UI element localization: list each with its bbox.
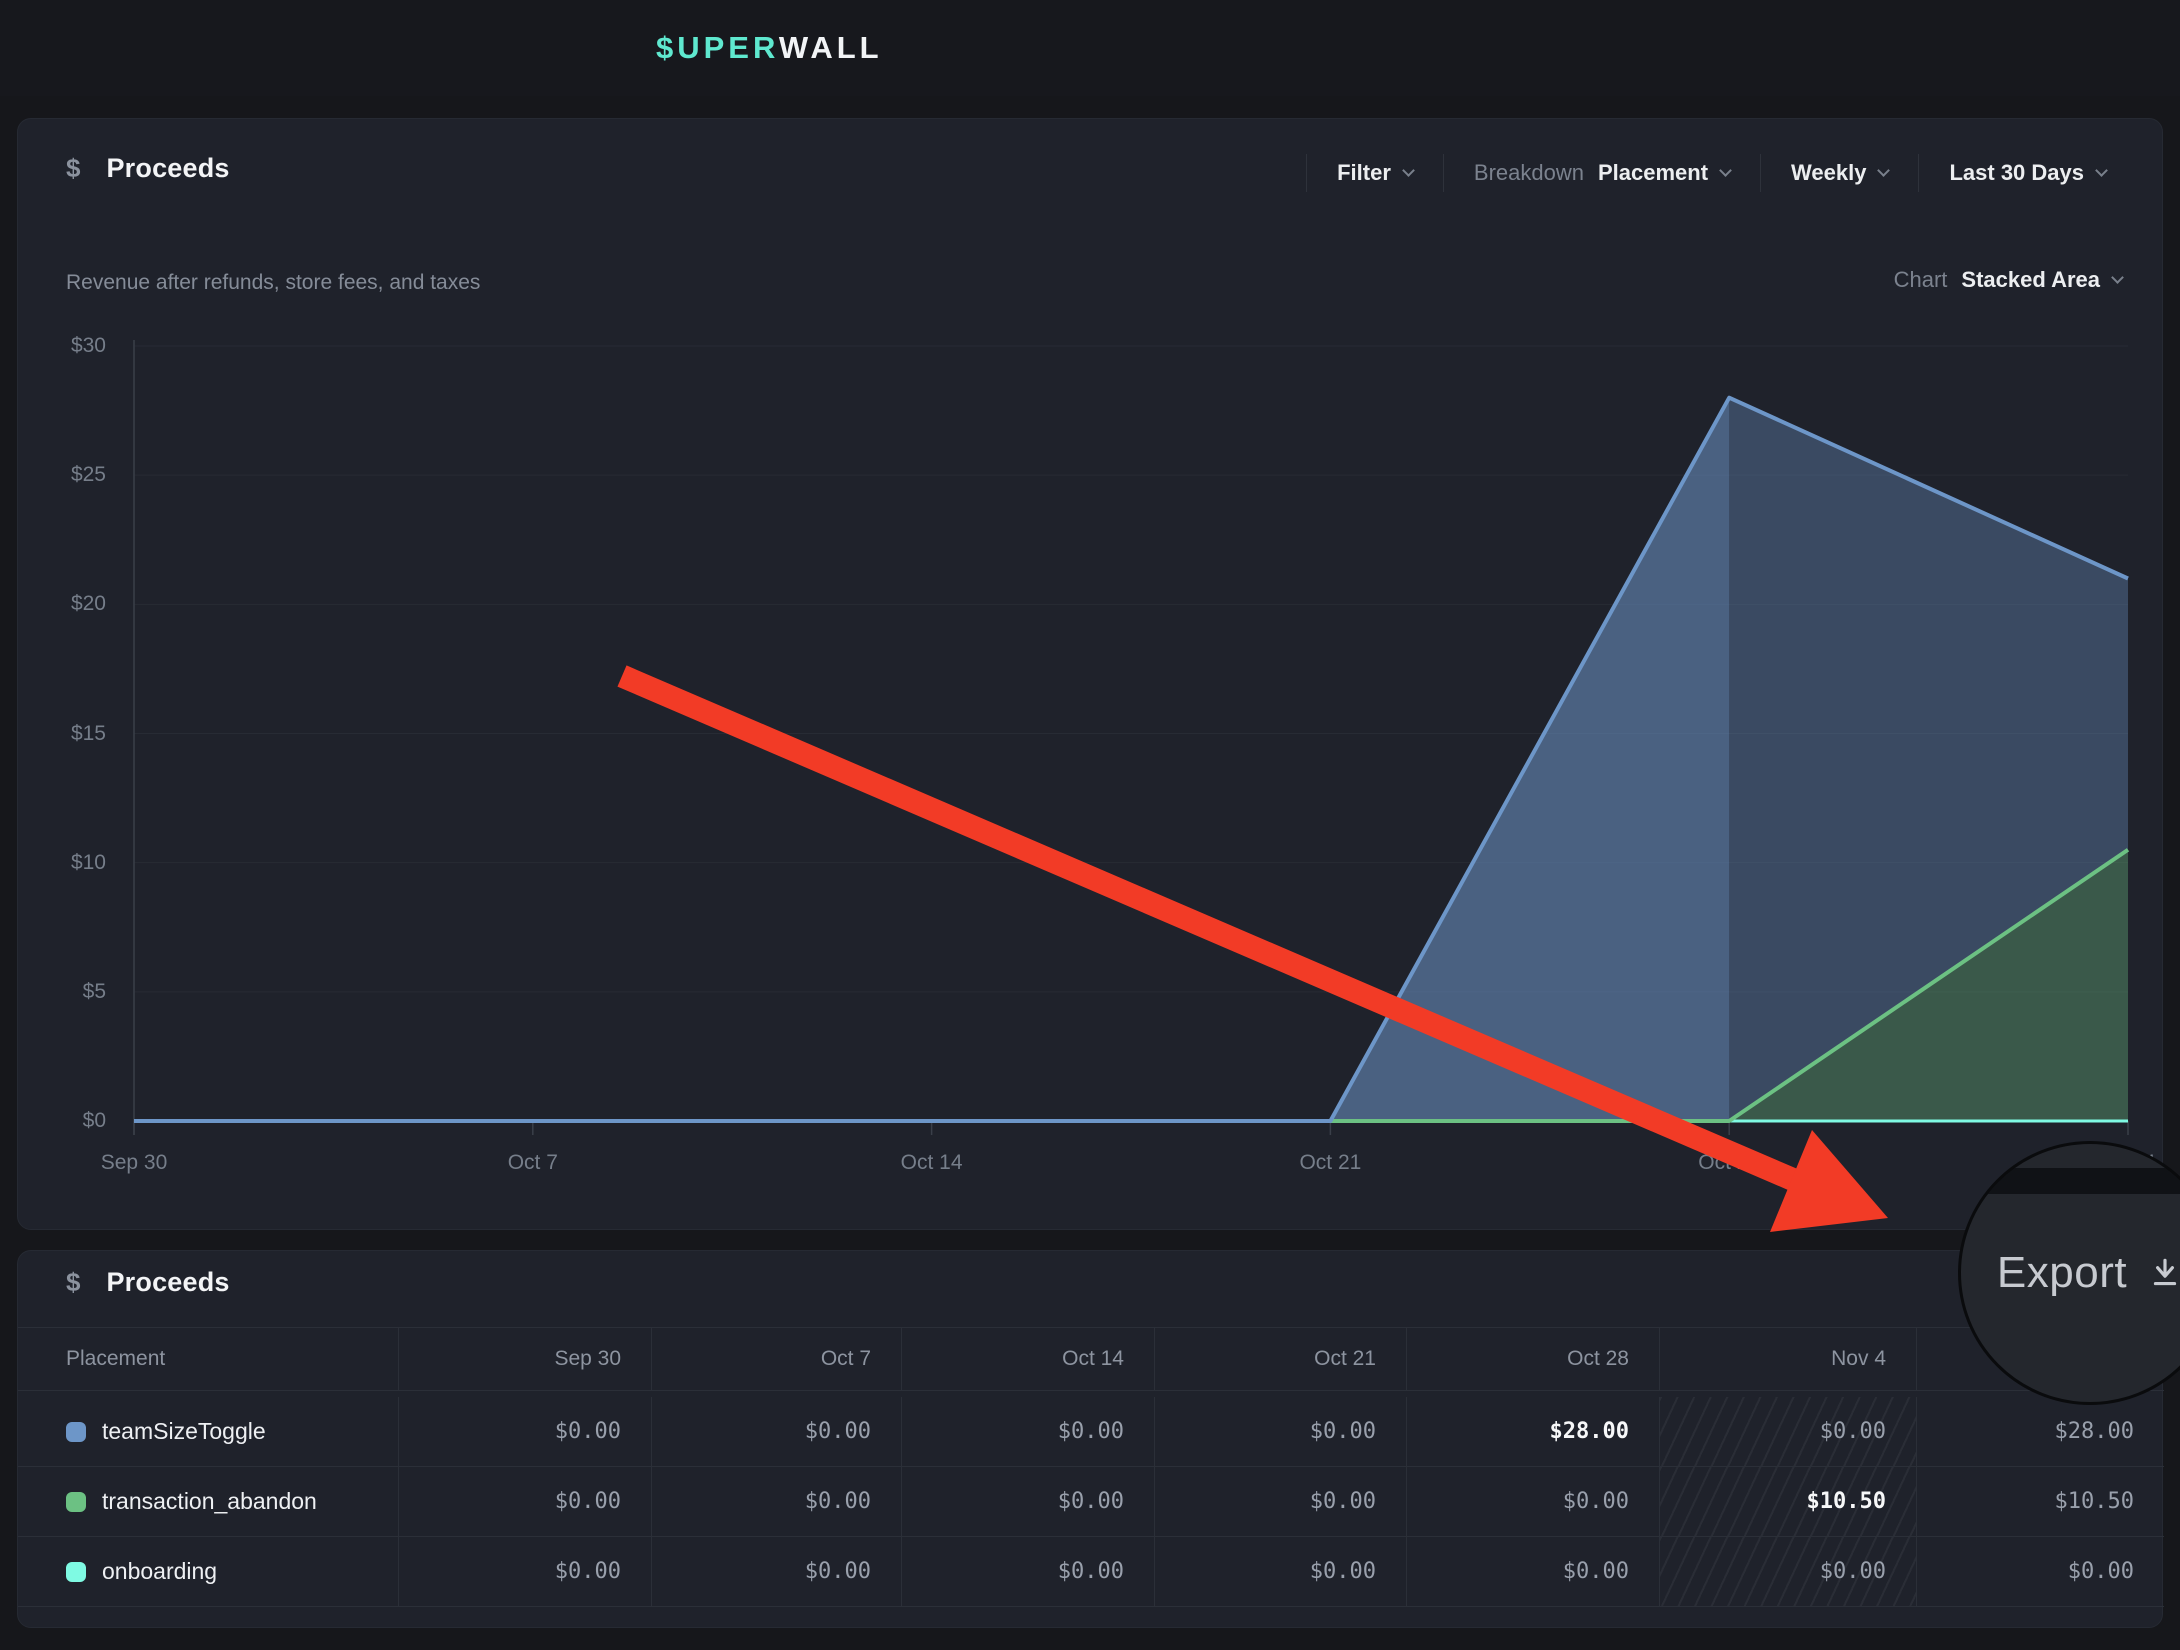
column-header: Oct 14 [901,1327,1154,1391]
series-color-swatch [66,1421,86,1442]
proceeds-chart-card: $ Proceeds Filter Breakdown Placement We… [17,118,2163,1230]
table-cell: $0.00 [1406,1537,1659,1607]
placement-name: transaction_abandon [102,1488,317,1514]
column-header: Oct 21 [1154,1327,1406,1391]
table-cell: $0.00 [901,1467,1154,1537]
chevron-down-icon [1402,164,1415,177]
date-range-select[interactable]: Last 30 Days [1923,160,2132,186]
table-cell: $0.00 [1154,1467,1406,1537]
placement-name: teamSizeToggle [102,1418,266,1444]
magnifier-lens-annotation: Export [1958,1141,2180,1405]
chart-subtitle: Revenue after refunds, store fees, and t… [66,271,481,294]
toolbar-divider [1306,154,1308,192]
y-tick-label: $0 [82,1109,106,1132]
x-tick-label: Oct 7 [507,1151,558,1174]
date-range-value: Last 30 Days [1949,160,2084,185]
period-select[interactable]: Weekly [1765,160,1914,186]
stacked-area-plot [133,340,2130,1135]
filter-button[interactable]: Filter [1311,160,1439,186]
x-tick-label: Oct 21 [1299,1151,1362,1174]
dollar-icon: $ [66,1267,81,1297]
table-card-title: $ Proceeds [66,1267,230,1298]
filter-label: Filter [1337,160,1391,185]
breakdown-label: Breakdown [1473,160,1584,185]
table-cell: $0.00 [398,1397,651,1467]
download-icon[interactable] [2147,1255,2180,1291]
table-cell: $0.00 [1154,1537,1406,1607]
y-tick-label: $5 [82,979,106,1003]
column-header: Nov 4 [1659,1327,1916,1391]
toolbar-divider [1760,154,1762,192]
table-cell: $0.00 [398,1467,651,1537]
chart-toolbar: Filter Breakdown Placement Weekly Last 3… [1302,151,2132,195]
placement-row-label: teamSizeToggle [18,1397,398,1467]
table-cell: $0.00 [1659,1397,1916,1467]
proceeds-table-card: $ Proceeds Placement Sep 30 Oct 7 Oct 14 Oct… [17,1250,2164,1628]
y-tick-label: $20 [70,592,106,616]
chart-type-select[interactable]: Chart Stacked Area [1893,267,2124,293]
column-header: Sep 30 [398,1327,651,1391]
x-tick-label: Oct 28 [1698,1151,1761,1174]
table-cell: $28.00 [1916,1397,2164,1467]
period-value: Weekly [1791,160,1867,185]
table-cell: $0.00 [901,1397,1154,1467]
plot-svg [133,340,2130,1135]
series-color-swatch [66,1561,86,1582]
table-cell: $0.00 [1659,1537,1916,1607]
chevron-down-icon [2095,164,2108,177]
table-cell: $0.00 [651,1537,901,1607]
superwall-logo: $UPERWALL [656,30,883,66]
column-header-placement: Placement [18,1327,398,1391]
placement-name: onboarding [102,1558,218,1584]
table-title: Proceeds [106,1267,230,1297]
lens-band [1961,1168,2180,1194]
page-title: Proceeds [106,153,230,183]
y-tick-label: $30 [70,334,106,357]
y-tick-label: $10 [70,850,106,874]
table-cell: $0.00 [651,1397,901,1467]
toolbar-divider [1442,154,1444,192]
table-cell: $10.50 [1916,1467,2164,1537]
dollar-icon: $ [66,153,81,183]
proceeds-table: Placement Sep 30 Oct 7 Oct 14 Oct 21 Oct 28 No… [18,1327,2164,1607]
column-header: Oct 7 [651,1327,901,1391]
top-bar: $UPERWALL [0,0,2180,96]
table-cell: $0.00 [901,1537,1154,1607]
breakdown-select[interactable]: Breakdown Placement [1448,160,1756,186]
logo-accent: $UPER [656,30,779,65]
table-cell: $0.00 [1406,1467,1659,1537]
table-cell: $0.00 [651,1467,901,1537]
x-tick-label: Sep 30 [100,1151,168,1174]
table-cell: $10.50 [1659,1467,1916,1537]
chevron-down-icon [1719,164,1732,177]
table-cell: $0.00 [1154,1397,1406,1467]
chevron-down-icon [2111,271,2124,284]
x-tick-label: Oct 14 [900,1151,963,1174]
placement-row-label: transaction_abandon [18,1467,398,1537]
chart-type-label: Chart [1893,267,1948,292]
placement-row-label: onboarding [18,1537,398,1607]
chart-type-value: Stacked Area [1961,267,2100,292]
table-cell: $0.00 [398,1537,651,1607]
table-cell: $28.00 [1406,1397,1659,1467]
y-tick-label: $25 [70,463,106,487]
table-cell: $0.00 [1916,1537,2164,1607]
column-header: Oct 28 [1406,1327,1659,1391]
breakdown-value: Placement [1597,160,1709,185]
chart-card-title: $ Proceeds [66,153,230,184]
series-color-swatch [66,1491,86,1512]
export-button[interactable]: Export [1996,1248,2128,1297]
y-tick-label: $15 [70,721,106,745]
logo-rest: WALL [778,30,883,65]
chevron-down-icon [1877,164,1891,177]
toolbar-divider [1918,154,1920,192]
